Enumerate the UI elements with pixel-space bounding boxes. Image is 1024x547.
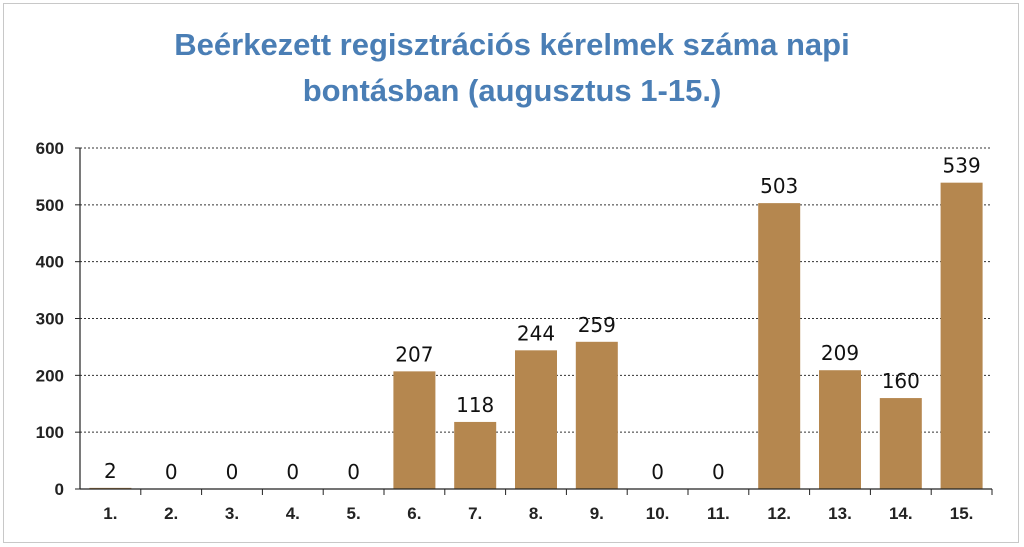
x-tick-label: 9.: [590, 504, 604, 523]
bar: [758, 203, 801, 489]
data-label: 118: [456, 393, 494, 417]
y-tick-label: 100: [36, 423, 64, 442]
data-label: 207: [395, 342, 433, 366]
x-tick-label: 13.: [828, 504, 852, 523]
chart-title: Beérkezett regisztrációs kérelmek száma …: [174, 27, 850, 108]
bar: [879, 398, 922, 489]
x-tick-label: 4.: [286, 504, 300, 523]
y-tick-label: 500: [36, 196, 64, 215]
data-label: 0: [286, 460, 299, 484]
data-label: 2: [104, 459, 117, 483]
y-tick-label: 600: [36, 139, 64, 158]
data-label: 209: [821, 341, 859, 365]
y-tick-label: 200: [36, 366, 64, 385]
y-tick-label: 300: [36, 310, 64, 329]
data-label: 539: [943, 154, 981, 178]
bar: [819, 370, 861, 489]
x-tick-label: 1.: [103, 504, 117, 523]
data-label: 244: [517, 321, 555, 345]
bar: [940, 182, 983, 489]
x-tick-label: 2.: [164, 504, 178, 523]
x-tick-label: 11.: [707, 504, 730, 523]
y-tick-label: 0: [55, 480, 64, 499]
x-tick-label: 14.: [889, 504, 913, 523]
x-tick-label: 7.: [468, 504, 482, 523]
data-label: 0: [651, 460, 664, 484]
bar: [454, 421, 497, 489]
data-label: 259: [578, 313, 616, 337]
bar: [393, 371, 436, 489]
bar: [575, 341, 618, 489]
data-label: 503: [760, 174, 798, 198]
x-tick-label: 3.: [225, 504, 239, 523]
x-tick-label: 6.: [407, 504, 421, 523]
x-tick-label: 15.: [950, 504, 974, 523]
data-label: 160: [882, 369, 920, 393]
data-label: 0: [712, 460, 725, 484]
data-label: 0: [347, 460, 360, 484]
bar: [515, 350, 557, 489]
data-label: 0: [226, 460, 239, 484]
x-tick-label: 8.: [529, 504, 543, 523]
x-tick-label: 5.: [347, 504, 361, 523]
x-tick-label: 10.: [646, 504, 670, 523]
x-tick-label: 12.: [767, 504, 791, 523]
chart-frame: Beérkezett regisztrációs kérelmek száma …: [3, 3, 1019, 543]
data-label: 0: [165, 460, 178, 484]
y-tick-label: 400: [36, 253, 64, 272]
